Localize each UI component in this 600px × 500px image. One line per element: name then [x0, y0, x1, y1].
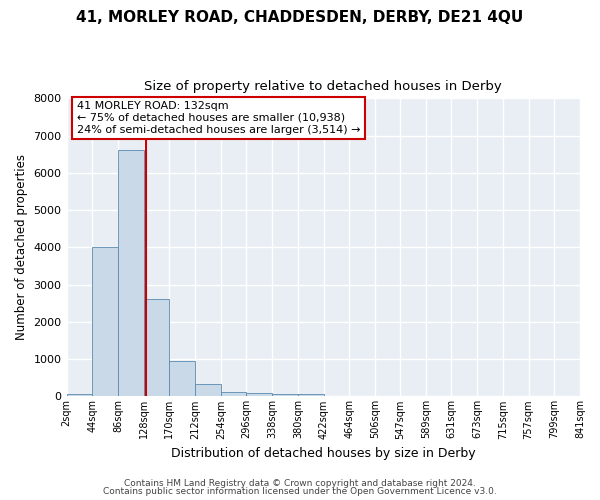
Bar [143, 299, 169, 396]
Bar [272, 394, 298, 396]
Y-axis label: Number of detached properties: Number of detached properties [15, 154, 28, 340]
Bar [195, 384, 221, 396]
Bar [92, 248, 118, 396]
Bar [247, 394, 272, 396]
Text: 41 MORLEY ROAD: 132sqm
← 75% of detached houses are smaller (10,938)
24% of semi: 41 MORLEY ROAD: 132sqm ← 75% of detached… [77, 102, 361, 134]
Text: 41, MORLEY ROAD, CHADDESDEN, DERBY, DE21 4QU: 41, MORLEY ROAD, CHADDESDEN, DERBY, DE21… [76, 10, 524, 25]
Bar [298, 394, 323, 396]
Bar [169, 360, 195, 396]
Bar [221, 392, 247, 396]
Text: Contains HM Land Registry data © Crown copyright and database right 2024.: Contains HM Land Registry data © Crown c… [124, 478, 476, 488]
Text: Contains public sector information licensed under the Open Government Licence v3: Contains public sector information licen… [103, 487, 497, 496]
Title: Size of property relative to detached houses in Derby: Size of property relative to detached ho… [145, 80, 502, 93]
Bar [118, 150, 143, 396]
X-axis label: Distribution of detached houses by size in Derby: Distribution of detached houses by size … [171, 447, 476, 460]
Bar [67, 394, 92, 396]
